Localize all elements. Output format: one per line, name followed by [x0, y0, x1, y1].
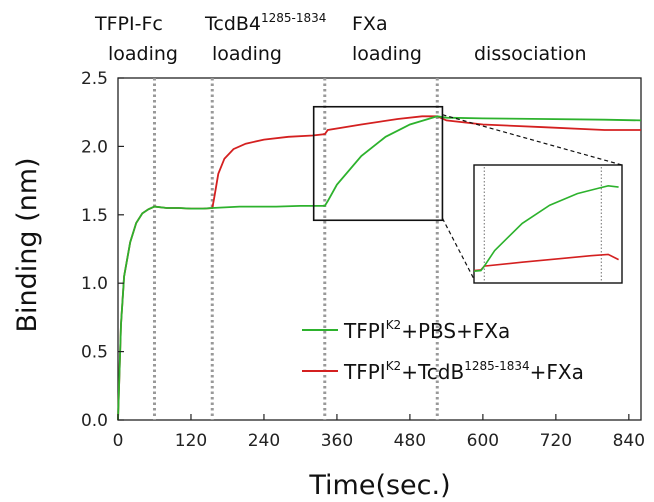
plot-frame	[117, 77, 642, 421]
legend-entry: TFPIK2+TcdB1285-1834+FXa	[343, 359, 584, 384]
ticks-layer: 0 120 240 360 480 600 720 840 0.0 0.5 1.0 1.5 2.0 2.5	[81, 69, 645, 451]
plot-border	[117, 77, 642, 421]
legend-text-part: TFPI	[343, 319, 386, 343]
phase-label-line2: loading	[212, 43, 282, 65]
series-layer	[117, 115, 642, 421]
phase-label-line1: TFPI-Fc	[94, 13, 163, 35]
x-tick-label: 360	[321, 431, 353, 451]
zoom-connector	[442, 114, 623, 166]
inset-green-line	[473, 184, 619, 272]
x-tick-label: 840	[613, 431, 645, 451]
phase-label-line2: loading	[352, 43, 422, 65]
phase-label-line1: TcdB41285-1834	[204, 11, 326, 35]
legend-sup: K2	[386, 359, 402, 373]
phase-label-line1: FXa	[352, 13, 388, 35]
legend-text-part: TFPI	[343, 360, 386, 384]
x-tick-label: 120	[175, 431, 207, 451]
legend-text-part: +PBS+FXa	[401, 319, 510, 343]
x-tick-label: 600	[467, 431, 499, 451]
phase-label-sup: 1285-1834	[261, 11, 326, 25]
zoom-connector	[441, 217, 477, 284]
y-tick-label: 1.0	[81, 274, 108, 294]
inset-frame	[473, 164, 623, 284]
zoom-box	[312, 105, 444, 222]
zoom-layer	[312, 105, 623, 284]
legend-text-part: +TcdB	[401, 360, 464, 384]
y-axis-title: Binding (nm)	[12, 157, 43, 332]
legend-entry: TFPIK2+PBS+FXa	[343, 318, 510, 343]
x-tick-label: 720	[540, 431, 572, 451]
x-tick-label: 480	[394, 431, 426, 451]
phase-labels: TFPI-Fc loading TcdB41285-1834 loading FXa lo…	[94, 11, 587, 65]
phase-label-line2: loading	[108, 43, 178, 65]
y-tick-label: 1.5	[81, 206, 108, 226]
x-tick-label: 0	[113, 431, 124, 451]
legend-sup: 1285-1834	[464, 359, 529, 373]
legend-sup: K2	[386, 318, 402, 332]
series-line	[117, 115, 642, 421]
phase-label-line1: dissociation	[474, 43, 587, 65]
y-tick-label: 2.0	[81, 137, 108, 157]
legend-text-part: +FXa	[530, 360, 584, 384]
y-tick-label: 2.5	[81, 69, 108, 89]
y-tick-label: 0.0	[81, 411, 108, 431]
x-tick-label: 240	[248, 431, 280, 451]
x-axis-title: Time(sec.)	[308, 470, 450, 501]
y-tick-label: 0.5	[81, 343, 108, 363]
